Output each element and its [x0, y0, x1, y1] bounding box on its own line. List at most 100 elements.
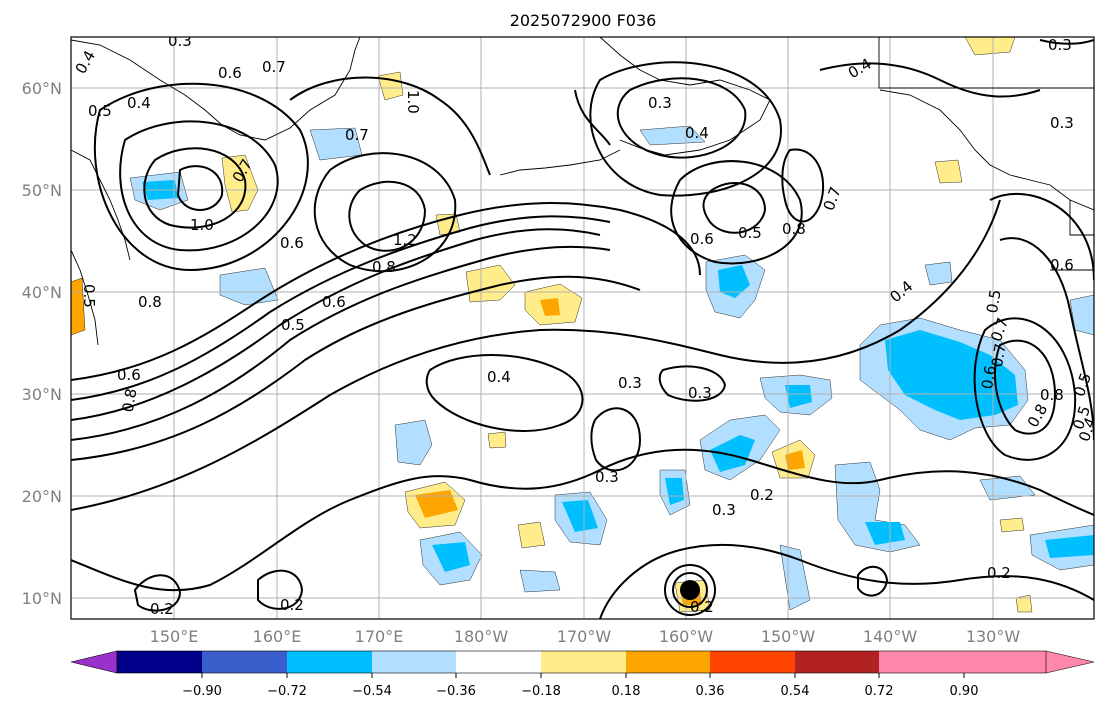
colorbar-segment — [541, 651, 626, 673]
lat-label: 60°N — [22, 79, 62, 98]
contour-label: 0.4 — [1075, 415, 1100, 444]
negative-anomaly-core — [562, 500, 598, 532]
lon-label: 130°W — [966, 627, 1021, 646]
contour-label: 0.6 — [690, 230, 714, 248]
contour-label: 0.7 — [345, 126, 369, 144]
lon-label: 160°E — [253, 627, 302, 646]
negative-anomaly-core — [785, 385, 812, 408]
contour-label: 0.3 — [712, 501, 736, 519]
contour-label: 0.3 — [1050, 114, 1074, 132]
lon-label: 160°W — [659, 627, 714, 646]
negative-anomaly-core — [885, 330, 1018, 420]
contour-label: 0.5 — [80, 284, 98, 308]
colorbar-segment — [795, 651, 879, 673]
contour-label: 0.4 — [127, 94, 151, 112]
contour-label: 1.0 — [190, 216, 214, 234]
contour-label: 0.8 — [782, 220, 806, 238]
lat-label: 30°N — [22, 385, 62, 404]
colorbar-segment — [117, 651, 202, 673]
negative-anomaly-patch — [979, 475, 1036, 501]
contour-label: 0.5 — [983, 288, 1005, 315]
contour-label: 0.7 — [988, 342, 1010, 369]
contour-label: 0.3 — [168, 32, 192, 50]
lon-label: 150°E — [150, 627, 199, 646]
latitude-labels: 60°N 50°N 40°N 30°N 20°N 10°N — [22, 79, 62, 608]
contour-label: 0.2 — [280, 596, 304, 614]
colorbar-segment — [710, 651, 795, 673]
map-frame — [70, 36, 1095, 620]
negative-anomaly-patch — [394, 419, 433, 466]
colorbar-tick-label: 0.72 — [865, 684, 894, 699]
contour-label: 0.2 — [690, 598, 714, 616]
positive-anomaly-core — [785, 450, 805, 470]
positive-anomaly-core — [415, 490, 458, 518]
contour-label: 0.3 — [688, 384, 712, 402]
contour-label: 0.4 — [685, 124, 709, 142]
contour-label: 0.8 — [119, 387, 141, 414]
colorbar-tick-label: −0.54 — [352, 684, 392, 699]
map-area: 0.3 0.4 0.5 0.6 0.7 1.0 0.4 0.7 1.0 0.6 … — [71, 32, 1100, 619]
positive-anomaly-patch — [1015, 594, 1033, 613]
colorbar-tick-label: −0.72 — [267, 684, 307, 699]
negative-anomaly-core — [1045, 535, 1094, 558]
negative-anomaly-core — [865, 522, 905, 545]
contour-label: 0.6 — [117, 366, 141, 384]
negative-anomaly-core — [710, 435, 755, 472]
contour-label: 0.5 — [1070, 370, 1095, 399]
cyclone-ring — [664, 564, 716, 616]
contour-label: 0.8 — [1040, 386, 1064, 404]
colorbar-tick-label: −0.90 — [182, 684, 222, 699]
lat-label: 20°N — [22, 487, 62, 506]
colorbar-tick-label: 0.36 — [696, 684, 725, 699]
cyclone-marker — [664, 564, 716, 616]
positive-anomaly-patch — [934, 159, 963, 184]
contour-label: 0.2 — [987, 564, 1011, 582]
colorbar-tick-label: 0.54 — [781, 684, 810, 699]
positive-anomaly-patch — [487, 431, 507, 449]
colorbar-tick-label: 0.90 — [950, 684, 979, 699]
contour-lines — [71, 39, 1094, 619]
negative-anomaly-core — [718, 265, 750, 298]
lon-label: 170°E — [355, 627, 404, 646]
negative-anomaly-core — [432, 542, 470, 572]
lon-label: 170°W — [557, 627, 612, 646]
negative-anomaly-patch — [639, 125, 706, 146]
contour-label: 0.3 — [618, 374, 642, 392]
negative-anomaly-patch — [1069, 294, 1094, 336]
lat-label: 50°N — [22, 181, 62, 200]
contour-label: 0.5 — [738, 224, 762, 242]
contour-label: 0.6 — [218, 64, 242, 82]
contour-label: 0.6 — [322, 293, 346, 311]
colorbar-frame — [116, 650, 1047, 674]
contour-label: 0.8 — [138, 293, 162, 311]
colorbar-segment — [456, 651, 541, 673]
cyclone-ring — [672, 572, 708, 608]
contour-label: 0.2 — [150, 600, 174, 618]
colorbar-tick-label: −0.36 — [436, 684, 476, 699]
map-title: 2025072900 F036 — [510, 11, 657, 30]
gridlines — [71, 37, 1094, 619]
colorbar-segment — [372, 651, 456, 673]
contour-label: 0.4 — [487, 368, 511, 386]
colorbar-tick-labels: −0.90 −0.72 −0.54 −0.36 −0.18 0.18 0.36 … — [182, 684, 978, 699]
positive-anomaly-core — [540, 298, 560, 316]
colorbar-segment — [202, 651, 287, 673]
positive-anomaly-patch — [999, 517, 1025, 533]
contour-label: 0.2 — [750, 486, 774, 504]
colorbar-tick-label: 0.18 — [612, 684, 641, 699]
lat-label: 40°N — [22, 283, 62, 302]
contour-label: 1.2 — [393, 231, 417, 249]
contour-label: 0.5 — [88, 102, 112, 120]
contour-label: 1.0 — [404, 90, 422, 114]
positive-anomaly-patch — [964, 37, 1016, 56]
contour-label: 0.3 — [1048, 36, 1072, 54]
lon-label: 150°W — [761, 627, 816, 646]
colorbar-ticks — [201, 673, 965, 678]
contour-label: 0.3 — [595, 468, 619, 486]
cyclone-center — [680, 580, 700, 600]
colorbar-frame — [1045, 650, 1095, 674]
longitude-labels: 150°E 160°E 170°E 180°W 170°W 160°W 150°… — [150, 627, 1021, 646]
colorbar-extend-high — [964, 651, 1094, 673]
